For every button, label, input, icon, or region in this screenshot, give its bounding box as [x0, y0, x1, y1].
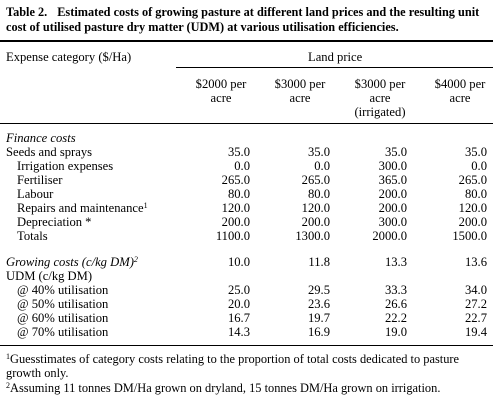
top-rule [0, 40, 493, 42]
row-label: UDM (c/kg DM) [6, 269, 93, 283]
table-cell: 14.3 [227, 325, 250, 339]
table-cell: 13.3 [384, 255, 407, 269]
table-cell: 35.0 [307, 145, 330, 159]
table-cell: 1500.0 [452, 229, 487, 243]
table-cell: 2000.0 [372, 229, 407, 243]
table-cell: 200.0 [221, 215, 250, 229]
footnote-1: 1Guesstimates of category costs relating… [6, 352, 460, 380]
table-cell: 33.3 [384, 283, 407, 297]
column-header-4-line-2: acre [449, 91, 471, 105]
table-cell: 120.0 [301, 201, 330, 215]
bottom-rule [0, 345, 493, 346]
table-cell: 34.0 [464, 283, 487, 297]
table-cell: 35.0 [384, 145, 407, 159]
column-header-1-line-1: $2000 per [195, 77, 247, 91]
table-cell: 11.8 [308, 255, 330, 269]
table-cell: 19.4 [464, 325, 487, 339]
table-cell: 265.0 [458, 173, 487, 187]
column-header-2-line-2: acre [289, 91, 311, 105]
row-label: Irrigation expenses [17, 159, 114, 173]
table-cell: 200.0 [378, 187, 407, 201]
row-label: @ 60% utilisation [17, 311, 109, 325]
table-cell: 200.0 [458, 215, 487, 229]
footnote-marker: 2 [133, 255, 138, 264]
group-rule [176, 67, 493, 68]
table-cell: 365.0 [378, 173, 407, 187]
table-cell: 0.0 [314, 159, 330, 173]
row-label: Finance costs [6, 131, 76, 145]
table-cell: 200.0 [301, 215, 330, 229]
table-cell: 16.9 [307, 325, 330, 339]
table-caption: Table 2. Estimated costs of growing pastu… [6, 5, 488, 35]
footnote-marker: 1 [143, 201, 148, 210]
column-header-4-line-1: $4000 per [434, 77, 486, 91]
row-label: Repairs and maintenance1 [17, 201, 148, 215]
table-cell: 25.0 [227, 283, 250, 297]
table-cell: 23.6 [307, 297, 330, 311]
header-rule [0, 123, 493, 124]
column-header-3-line-1: $3000 per [354, 77, 406, 91]
caption-text: Estimated costs of growing pasture at di… [6, 5, 480, 34]
table-cell: 35.0 [227, 145, 250, 159]
row-label: Fertiliser [17, 173, 63, 187]
row-label: Growing costs (c/kg DM)2 [6, 255, 138, 269]
row-label: @ 50% utilisation [17, 297, 109, 311]
column-header-3-line-2: acre [369, 91, 391, 105]
row-label: Seeds and sprays [6, 145, 93, 159]
table-cell: 80.0 [227, 187, 250, 201]
column-header-3-line-3: (irrigated) [354, 105, 406, 119]
table-cell: 80.0 [464, 187, 487, 201]
row-label: @ 40% utilisation [17, 283, 109, 297]
table-cell: 300.0 [378, 215, 407, 229]
table-cell: 200.0 [378, 201, 407, 215]
row-label: Totals [17, 229, 48, 243]
table-cell: 0.0 [234, 159, 250, 173]
row-header: Expense category ($/Ha) [6, 50, 132, 64]
table-cell: 35.0 [464, 145, 487, 159]
column-header-1-line-2: acre [210, 91, 232, 105]
table-number: Table 2. [6, 5, 48, 19]
table-cell: 22.2 [384, 311, 407, 325]
land-price-label: Land price [308, 50, 363, 64]
table-cell: 26.6 [384, 297, 407, 311]
table-cell: 1300.0 [295, 229, 330, 243]
table-cell: 10.0 [227, 255, 250, 269]
table-cell: 80.0 [307, 187, 330, 201]
row-label: Labour [17, 187, 54, 201]
table-cell: 265.0 [221, 173, 250, 187]
table-cell: 19.0 [384, 325, 407, 339]
table-cell: 1100.0 [215, 229, 250, 243]
column-header-2-line-1: $3000 per [274, 77, 326, 91]
table-cell: 16.7 [227, 311, 250, 325]
table-cell: 265.0 [301, 173, 330, 187]
table-cell: 0.0 [471, 159, 487, 173]
table-cell: 120.0 [458, 201, 487, 215]
table-cell: 22.7 [464, 311, 487, 325]
table-cell: 27.2 [464, 297, 487, 311]
row-label: @ 70% utilisation [17, 325, 109, 339]
table-cell: 29.5 [307, 283, 330, 297]
table-cell: 300.0 [378, 159, 407, 173]
footnote-2: 2Assuming 11 tonnes DM/Ha grown on dryla… [6, 381, 441, 395]
table-cell: 20.0 [227, 297, 250, 311]
table-cell: 120.0 [221, 201, 250, 215]
row-label: Depreciation * [17, 215, 92, 229]
table-cell: 13.6 [464, 255, 487, 269]
table-cell: 19.7 [307, 311, 330, 325]
